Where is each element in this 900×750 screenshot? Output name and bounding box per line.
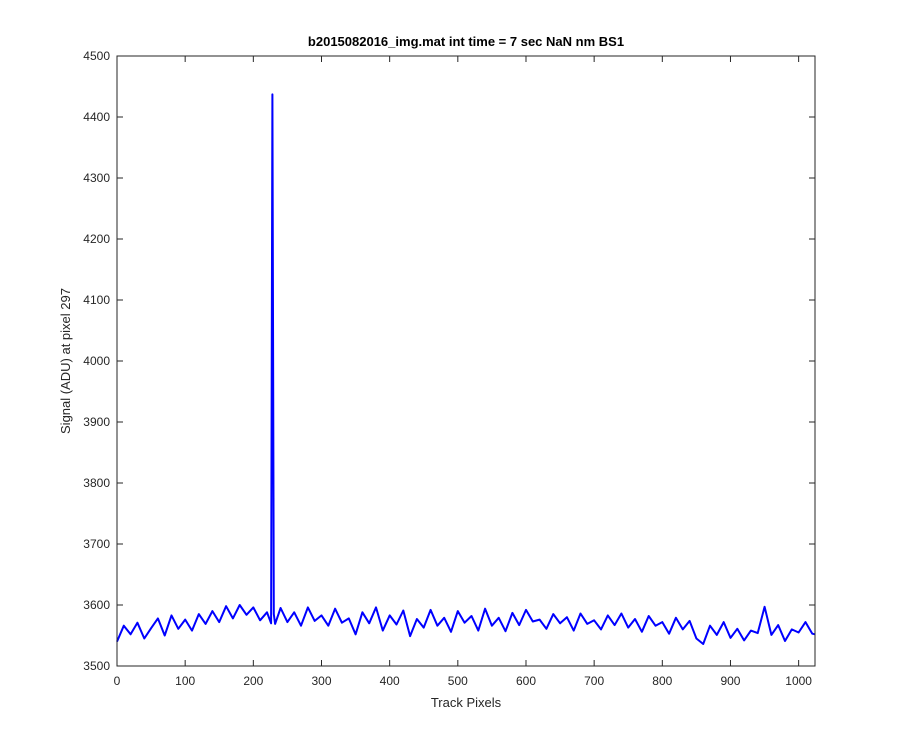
y-tick-label: 4500 [83,49,110,63]
x-tick-label: 300 [311,674,331,688]
y-tick-label: 3700 [83,537,110,551]
chart-title: b2015082016_img.mat int time = 7 sec NaN… [308,34,624,49]
x-tick-label: 200 [243,674,263,688]
y-tick-label: 3800 [83,476,110,490]
x-axis-label: Track Pixels [431,695,502,710]
x-axis-ticks: 0 100 200 300 400 500 600 700 800 900 1000 [114,56,812,688]
y-tick-label: 3500 [83,659,110,673]
y-axis-label: Signal (ADU) at pixel 297 [58,288,73,434]
y-tick-label: 4200 [83,232,110,246]
x-tick-label: 800 [652,674,672,688]
y-tick-label: 4400 [83,110,110,124]
x-tick-label: 400 [380,674,400,688]
x-tick-label: 700 [584,674,604,688]
series-layer [116,93,816,645]
y-axis-ticks: 3500 3600 3700 3800 3900 4000 4100 4200 4300 4400… [83,49,815,673]
axes-background [117,56,815,666]
series-line [116,93,816,645]
y-tick-label: 4100 [83,293,110,307]
x-tick-label: 1000 [785,674,812,688]
x-tick-label: 500 [448,674,468,688]
y-tick-label: 4300 [83,171,110,185]
y-tick-label: 3900 [83,415,110,429]
x-tick-label: 0 [114,674,121,688]
y-tick-label: 4000 [83,354,110,368]
x-tick-label: 100 [175,674,195,688]
y-tick-label: 3600 [83,598,110,612]
x-tick-label: 600 [516,674,536,688]
x-tick-label: 900 [720,674,740,688]
